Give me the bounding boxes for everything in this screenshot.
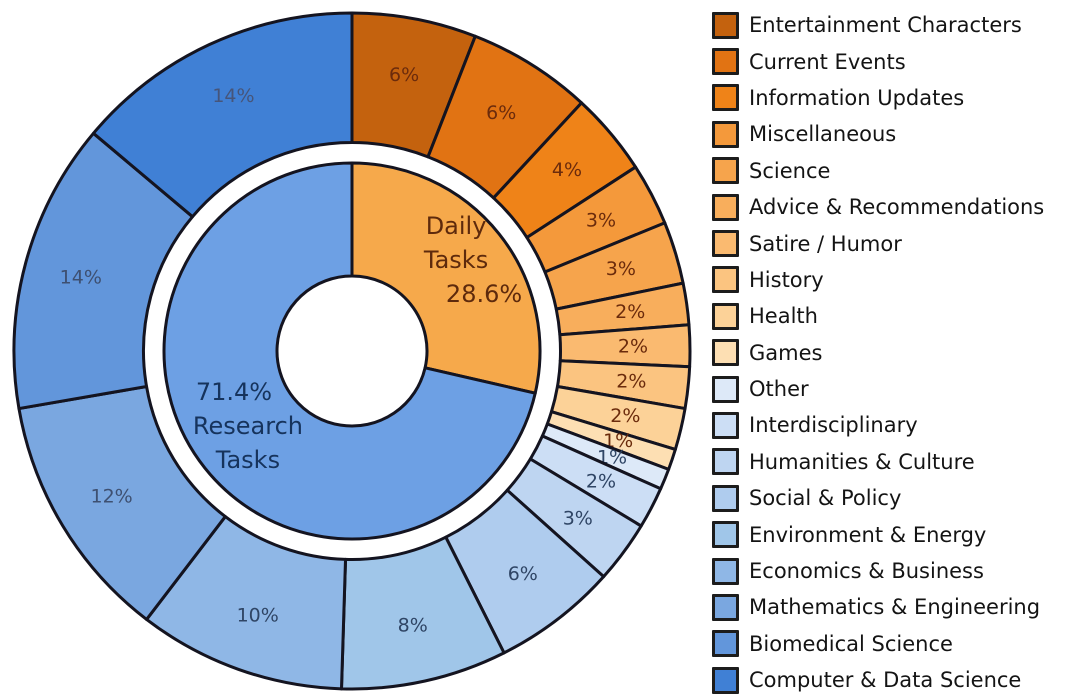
legend-swatch-entertainment-characters [712,11,739,39]
legend-swatch-advice-recommendations [712,193,739,221]
legend-item-humanities-culture: Humanities & Culture [712,444,1080,480]
legend-item-games: Games [712,335,1080,371]
outer-segment-value-economics-business: 10% [237,605,279,627]
legend-item-mathematics-engineering: Mathematics & Engineering [712,589,1080,625]
legend: Entertainment Characters Current Events In… [706,0,1080,699]
legend-item-science: Science [712,153,1080,189]
legend-item-biomedical-science: Biomedical Science [712,626,1080,662]
legend-label-history: History [749,267,824,292]
outer-segment-value-miscellaneous: 3% [586,210,616,232]
outer-segment-value-science: 3% [606,258,636,280]
legend-item-interdisciplinary: Interdisciplinary [712,407,1080,443]
legend-label-health: Health [749,304,818,329]
legend-swatch-interdisciplinary [712,411,739,439]
legend-item-other: Other [712,371,1080,407]
legend-item-history: History [712,262,1080,298]
legend-item-health: Health [712,298,1080,334]
outer-segment-value-current-events: 6% [486,102,516,124]
outer-segment-value-humanities-culture: 3% [563,507,593,529]
inner-segment-daily-tasks [350,161,542,395]
legend-swatch-computer-data-science [712,666,739,694]
legend-label-biomedical-science: Biomedical Science [749,631,953,656]
legend-swatch-environment-energy [712,521,739,549]
legend-label-computer-data-science: Computer & Data Science [749,668,1022,693]
legend-swatch-history [712,266,739,294]
chart-area: 6% 6% 4% 3% 3% 2% 2% 2% 2% 1% 1% 2% 3% 6% 8% 10% 12% 14% 1… [12,11,692,691]
legend-item-advice-recommendations: Advice & Recommendations [712,189,1080,225]
inner-segment-research-tasks [162,161,537,541]
legend-label-social-policy: Social & Policy [749,486,902,511]
legend-swatch-mathematics-engineering [712,593,739,621]
legend-label-satire-humor: Satire / Humor [749,231,902,256]
legend-swatch-biomedical-science [712,630,739,658]
outer-segment-value-interdisciplinary: 2% [586,470,616,492]
legend-label-humanities-culture: Humanities & Culture [749,449,975,474]
outer-segment-value-advice-recommendations: 2% [615,301,645,323]
legend-label-mathematics-engineering: Mathematics & Engineering [749,595,1041,620]
legend-swatch-current-events [712,48,739,76]
legend-swatch-health [712,302,739,330]
legend-item-information-updates: Information Updates [712,80,1080,116]
outer-segment-value-biomedical-science: 14% [60,267,102,289]
outer-segment-value-environment-energy: 8% [398,614,428,636]
outer-segment-computer-data-science [91,11,354,219]
outer-segment-value-computer-data-science: 14% [212,85,254,107]
legend-item-computer-data-science: Computer & Data Science [712,662,1080,698]
outer-segment-value-health: 2% [610,405,640,427]
legend-label-interdisciplinary: Interdisciplinary [749,413,918,438]
outer-segment-value-social-policy: 6% [508,563,538,585]
legend-swatch-economics-business [712,557,739,585]
legend-item-current-events: Current Events [712,43,1080,79]
legend-label-information-updates: Information Updates [749,85,965,110]
inner-segment-label-research-tasks: 71.4% Research Tasks [193,378,303,474]
inner-segment-label-daily-tasks: Daily Tasks 28.6% [423,212,522,308]
legend-swatch-information-updates [712,84,739,112]
outer-segment-value-history: 2% [616,371,646,393]
legend-label-advice-recommendations: Advice & Recommendations [749,195,1045,220]
outer-segment-value-satire-humor: 2% [618,336,648,358]
legend-item-environment-energy: Environment & Energy [712,516,1080,552]
legend-item-miscellaneous: Miscellaneous [712,116,1080,152]
outer-segment-value-mathematics-engineering: 12% [90,486,132,508]
legend-swatch-science [712,157,739,185]
legend-label-environment-energy: Environment & Energy [749,522,987,547]
legend-label-current-events: Current Events [749,49,906,74]
legend-swatch-games [712,339,739,367]
legend-label-miscellaneous: Miscellaneous [749,122,897,147]
legend-label-games: Games [749,340,823,365]
legend-label-economics-business: Economics & Business [749,559,984,584]
legend-swatch-satire-humor [712,230,739,258]
legend-item-entertainment-characters: Entertainment Characters [712,7,1080,43]
legend-swatch-social-policy [712,484,739,512]
legend-swatch-miscellaneous [712,120,739,148]
legend-item-economics-business: Economics & Business [712,553,1080,589]
legend-item-satire-humor: Satire / Humor [712,225,1080,261]
legend-swatch-humanities-culture [712,448,739,476]
outer-segment-value-entertainment-characters: 6% [389,64,419,86]
legend-label-science: Science [749,158,831,183]
legend-label-entertainment-characters: Entertainment Characters [749,13,1022,38]
sunburst-chart: 6%6%4%3%3%2%2%2%2%1%1%2%3%6%8%10%12%14%1… [12,11,692,691]
outer-segment-value-information-updates: 4% [552,159,582,181]
legend-item-social-policy: Social & Policy [712,480,1080,516]
legend-swatch-other [712,375,739,403]
legend-label-other: Other [749,377,809,402]
